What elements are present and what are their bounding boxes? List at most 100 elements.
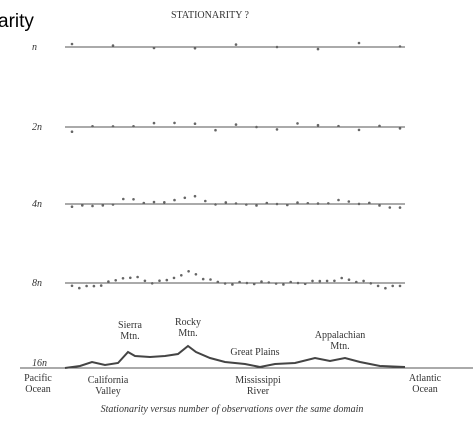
observation-dot xyxy=(202,278,205,281)
observation-dot xyxy=(384,287,387,290)
cut-title: arity xyxy=(0,11,34,32)
observation-dot xyxy=(399,45,402,48)
observation-dot xyxy=(307,202,310,205)
label-line: Sierra xyxy=(118,320,142,331)
terrain-label: CaliforniaValley xyxy=(88,375,129,397)
observation-dot xyxy=(112,44,115,47)
observation-dot xyxy=(286,204,289,207)
observation-dot xyxy=(194,122,197,125)
observation-dot xyxy=(245,203,248,206)
observation-dot xyxy=(399,127,402,130)
observation-dot xyxy=(231,283,234,286)
observation-dot xyxy=(173,277,176,280)
observation-dot xyxy=(194,195,197,198)
observation-dot xyxy=(166,279,169,282)
observation-dot xyxy=(143,202,146,205)
observation-dot xyxy=(235,123,238,126)
label-line: Atlantic xyxy=(409,373,442,384)
observation-dot xyxy=(358,42,361,45)
observation-dot xyxy=(378,125,381,128)
observation-dot xyxy=(195,273,198,276)
observation-dot xyxy=(153,122,156,125)
observation-dot xyxy=(153,201,156,204)
terrain-label: PacificOcean xyxy=(24,373,52,395)
observation-dot xyxy=(266,202,269,205)
observation-dot xyxy=(276,128,279,131)
observation-dot xyxy=(122,277,125,280)
observation-dot xyxy=(112,203,115,206)
observation-dot xyxy=(144,280,147,283)
observation-dot xyxy=(368,202,371,205)
observation-dot xyxy=(238,281,241,284)
observation-dot xyxy=(235,43,238,46)
observation-dot xyxy=(71,285,74,288)
observation-dot xyxy=(78,287,81,290)
observation-dot xyxy=(337,199,340,202)
observation-dot xyxy=(304,283,307,286)
observation-dot xyxy=(289,281,292,284)
observation-dot xyxy=(255,204,258,207)
observation-dot xyxy=(355,281,358,284)
observation-dot xyxy=(136,276,139,279)
label-line: Mtn. xyxy=(178,328,197,339)
observation-dot xyxy=(348,278,351,281)
observation-dot xyxy=(194,47,197,50)
terrain-label: Great Plains xyxy=(230,347,279,358)
observation-dot xyxy=(187,270,190,273)
observation-dot xyxy=(91,205,94,208)
observation-dot xyxy=(132,125,135,128)
observation-dot xyxy=(276,46,279,49)
label-line: River xyxy=(247,386,270,397)
observation-dot xyxy=(389,206,392,209)
caption: Stationarity versus number of observatio… xyxy=(101,404,364,415)
observation-dot xyxy=(129,277,132,280)
observation-dot xyxy=(399,285,402,288)
observation-dot xyxy=(235,202,238,205)
observation-dot xyxy=(132,198,135,201)
row-label: 8n xyxy=(32,278,42,289)
observation-dot xyxy=(311,280,314,283)
observation-dot xyxy=(296,201,299,204)
observation-dot xyxy=(370,282,373,285)
observation-dot xyxy=(317,124,320,127)
observation-dot xyxy=(122,198,125,201)
observation-dot xyxy=(158,279,161,282)
observation-dot xyxy=(282,283,285,286)
observation-dot xyxy=(317,48,320,51)
observation-dot xyxy=(327,202,330,205)
observation-dot xyxy=(255,126,258,129)
observation-dot xyxy=(260,280,263,283)
observation-dot xyxy=(85,285,88,288)
observation-dot xyxy=(81,204,84,207)
observation-dot xyxy=(326,280,329,283)
observation-dot xyxy=(102,204,105,207)
observation-dot xyxy=(348,200,351,203)
observation-dot xyxy=(317,202,320,205)
observation-dot xyxy=(173,122,176,125)
observation-dot xyxy=(204,200,207,203)
observation-dot xyxy=(358,203,361,206)
observation-dot xyxy=(333,280,336,283)
terrain-label: AppalachianMtn. xyxy=(315,330,366,352)
label-line: Ocean xyxy=(412,384,438,395)
observation-dot xyxy=(93,285,96,288)
observation-dot xyxy=(100,284,103,287)
observation-dot xyxy=(246,282,249,285)
observation-dot xyxy=(71,205,74,208)
observation-dot xyxy=(184,197,187,200)
row-label: 16n xyxy=(32,358,47,369)
page: arity STATIONARITY ? n2n4n8n16nSierraMtn… xyxy=(0,0,473,433)
observation-dot xyxy=(214,203,217,206)
observation-dot xyxy=(225,201,228,204)
observation-dot xyxy=(153,47,156,50)
observation-dot xyxy=(214,129,217,132)
row-label: n xyxy=(32,42,37,53)
label-line: Mississippi xyxy=(235,375,281,386)
observation-dot xyxy=(268,281,271,284)
observation-dot xyxy=(362,280,365,283)
label-line: Ocean xyxy=(25,384,51,395)
observation-dot xyxy=(377,285,380,288)
